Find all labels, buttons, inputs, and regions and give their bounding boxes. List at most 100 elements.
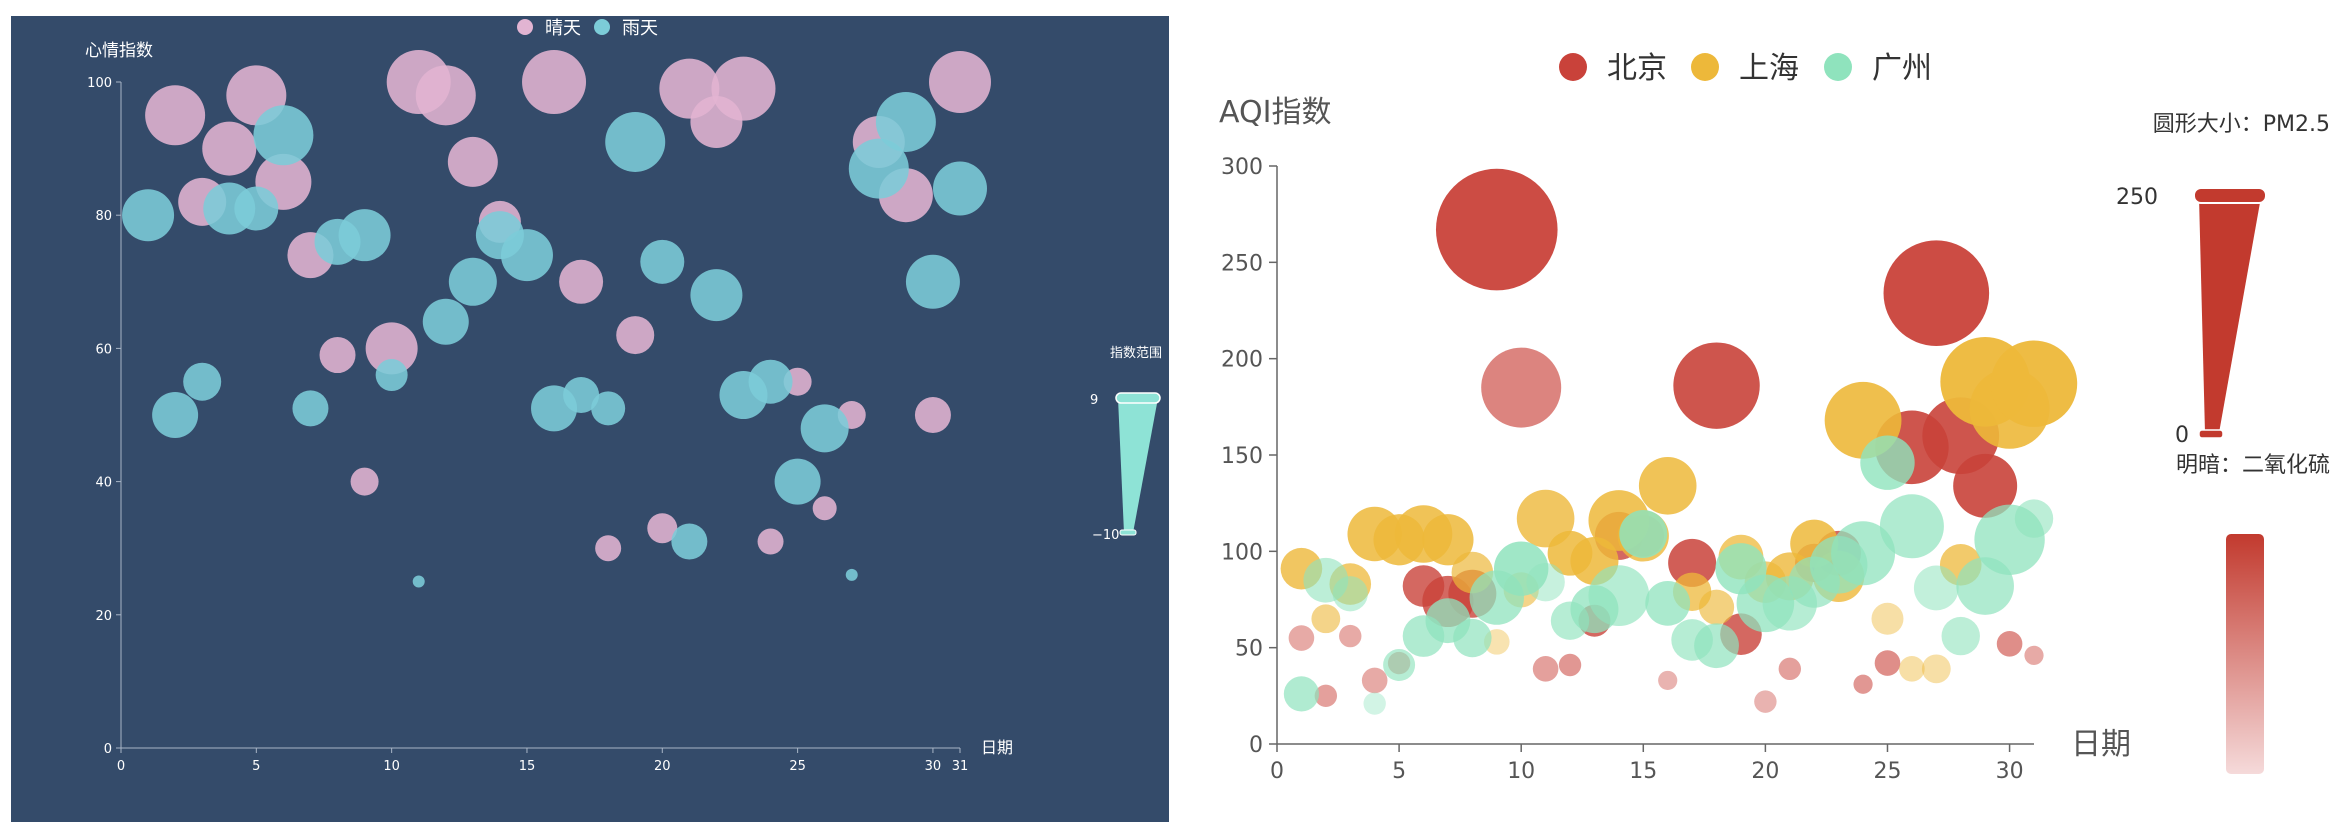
aqi-bubble-beijing[interactable] [1668, 538, 1717, 587]
mood-bubble-rainy[interactable] [848, 138, 909, 199]
legend-marker-sunny[interactable] [517, 19, 533, 35]
mood-bubble-rainy[interactable] [640, 239, 685, 284]
mood-bubble-rainy[interactable] [905, 254, 960, 309]
mood-bubble-sunny[interactable] [595, 535, 622, 562]
aqi-bubble-guangzhou[interactable] [1283, 676, 1320, 712]
aqi-bubble-beijing[interactable] [2024, 645, 2044, 665]
legend-label-rainy[interactable]: 雨天 [622, 18, 658, 39]
aqi-size-visual-map[interactable]: 圆形大小：PM2.5 250 0 [2116, 112, 2330, 448]
mood-bubble-sunny[interactable] [365, 322, 418, 375]
mood-bubble-sunny[interactable] [929, 51, 991, 113]
aqi-bubble-guangzhou[interactable] [1619, 509, 1668, 558]
mood-bubble-sunny[interactable] [711, 56, 776, 121]
aqi-bubble-beijing[interactable] [1778, 657, 1802, 681]
mood-bubble-rainy[interactable] [375, 359, 408, 392]
mood-bubble-rainy[interactable] [845, 568, 858, 581]
mood-bubble-sunny[interactable] [319, 337, 356, 374]
aqi-bubble-guangzhou[interactable] [1383, 649, 1416, 682]
aqi-bubble-guangzhou[interactable] [1588, 565, 1650, 627]
aqi-bubble-beijing[interactable] [1658, 670, 1678, 691]
size-visual-map-min-handle[interactable] [2198, 429, 2224, 439]
aqi-bubble-beijing[interactable] [1953, 453, 2018, 518]
mood-bubble-rainy[interactable] [671, 523, 708, 560]
aqi-color-visual-map[interactable]: 明暗：二氧化硫 [2176, 453, 2330, 774]
mood-bubble-rainy[interactable] [422, 298, 469, 345]
mood-bubble-rainy[interactable] [605, 111, 666, 172]
legend-marker-beijing[interactable] [1559, 53, 1587, 81]
mood-bubble-rainy[interactable] [338, 209, 391, 262]
mood-bubble-rainy[interactable] [500, 229, 553, 282]
aqi-bubble-guangzhou[interactable] [1694, 623, 1739, 669]
aqi-bubble-shanghai[interactable] [1698, 589, 1735, 625]
aqi-bubble-shanghai[interactable] [1422, 514, 1474, 566]
mood-bubble-rainy[interactable] [183, 362, 222, 401]
aqi-bubble-shanghai[interactable] [1921, 654, 1951, 684]
aqi-bubble-beijing[interactable] [1883, 240, 1990, 346]
aqi-bubble-beijing[interactable] [1558, 653, 1582, 677]
legend-marker-shanghai[interactable] [1691, 53, 1719, 81]
mood-bubble-rainy[interactable] [253, 105, 314, 166]
aqi-bubble-beijing[interactable] [1853, 674, 1873, 694]
mood-bubble-rainy[interactable] [875, 91, 936, 152]
mood-bubble-sunny[interactable] [757, 528, 784, 555]
mood-bubble-rainy[interactable] [412, 575, 425, 588]
mood-bubble-rainy[interactable] [448, 257, 497, 306]
legend-label-sunny[interactable]: 晴天 [545, 18, 581, 39]
mood-bubble-rainy[interactable] [591, 391, 626, 426]
mood-bubble-rainy[interactable] [122, 189, 175, 242]
aqi-bubble-guangzhou[interactable] [1526, 562, 1565, 602]
legend-marker-rainy[interactable] [594, 19, 610, 35]
visual-map-min-handle[interactable] [1119, 529, 1137, 536]
mood-bubble-rainy[interactable] [933, 161, 987, 216]
mood-bubble-rainy[interactable] [748, 359, 793, 404]
aqi-bubble-beijing[interactable] [1481, 347, 1562, 428]
aqi-bubble-beijing[interactable] [1754, 690, 1777, 713]
mood-bubble-rainy[interactable] [563, 377, 600, 414]
mood-bubble-sunny[interactable] [647, 513, 678, 544]
aqi-bubble-guangzhou[interactable] [1332, 576, 1368, 612]
mood-bubble-sunny[interactable] [447, 136, 498, 187]
mood-bubble-rainy[interactable] [292, 390, 329, 427]
aqi-bubble-beijing[interactable] [1314, 684, 1338, 708]
mood-bubble-sunny[interactable] [559, 259, 604, 304]
mood-bubble-sunny[interactable] [145, 85, 206, 146]
aqi-bubble-shanghai[interactable] [1638, 457, 1697, 515]
mood-bubble-sunny[interactable] [415, 65, 476, 126]
mood-bubble-rainy[interactable] [152, 392, 199, 438]
aqi-bubble-shanghai[interactable] [1990, 340, 2078, 427]
aqi-bubble-guangzhou[interactable] [1645, 580, 1691, 626]
aqi-bubble-beijing[interactable] [1673, 342, 1760, 429]
aqi-bubble-guangzhou[interactable] [1860, 435, 1915, 490]
mood-bubble-sunny[interactable] [350, 467, 379, 496]
mood-bubble-sunny[interactable] [812, 496, 837, 521]
aqi-bubble-beijing[interactable] [1996, 631, 2023, 657]
aqi-bubble-shanghai[interactable] [1311, 604, 1341, 634]
visual-map-max-handle[interactable] [1115, 392, 1161, 404]
legend-label-guangzhou[interactable]: 广州 [1872, 51, 1932, 86]
size-visual-map-max-handle[interactable] [2193, 187, 2267, 204]
aqi-bubble-shanghai[interactable] [1871, 602, 1904, 635]
aqi-bubble-beijing[interactable] [1435, 168, 1558, 291]
legend-label-shanghai[interactable]: 上海 [1739, 51, 1799, 86]
mood-bubble-rainy[interactable] [774, 458, 821, 505]
mood-bubble-rainy[interactable] [800, 404, 849, 453]
mood-legend[interactable]: 晴天 雨天 [517, 18, 658, 39]
mood-bubble-rainy[interactable] [234, 186, 279, 231]
legend-marker-guangzhou[interactable] [1824, 53, 1852, 81]
size-visual-map-bar[interactable] [2199, 197, 2261, 433]
aqi-legend[interactable]: 北京 上海 广州 [1559, 51, 1932, 86]
mood-bubble-sunny[interactable] [202, 121, 257, 176]
aqi-bubble-guangzhou[interactable] [1879, 494, 1944, 559]
aqi-bubble-beijing[interactable] [1874, 650, 1901, 676]
aqi-bubble-shanghai[interactable] [1899, 656, 1925, 682]
aqi-bubble-guangzhou[interactable] [1913, 565, 1959, 611]
mood-bubble-sunny[interactable] [616, 316, 655, 355]
mood-visual-map[interactable]: 指数范围 9 −10 [1090, 346, 1162, 543]
aqi-bubble-beijing[interactable] [1532, 656, 1559, 682]
legend-label-beijing[interactable]: 北京 [1607, 51, 1667, 86]
aqi-bubble-guangzhou[interactable] [1831, 521, 1896, 586]
aqi-bubble-guangzhou[interactable] [2014, 499, 2054, 538]
mood-bubble-sunny[interactable] [522, 50, 587, 114]
mood-bubble-sunny[interactable] [914, 397, 951, 433]
aqi-bubble-guangzhou[interactable] [1941, 616, 1980, 656]
